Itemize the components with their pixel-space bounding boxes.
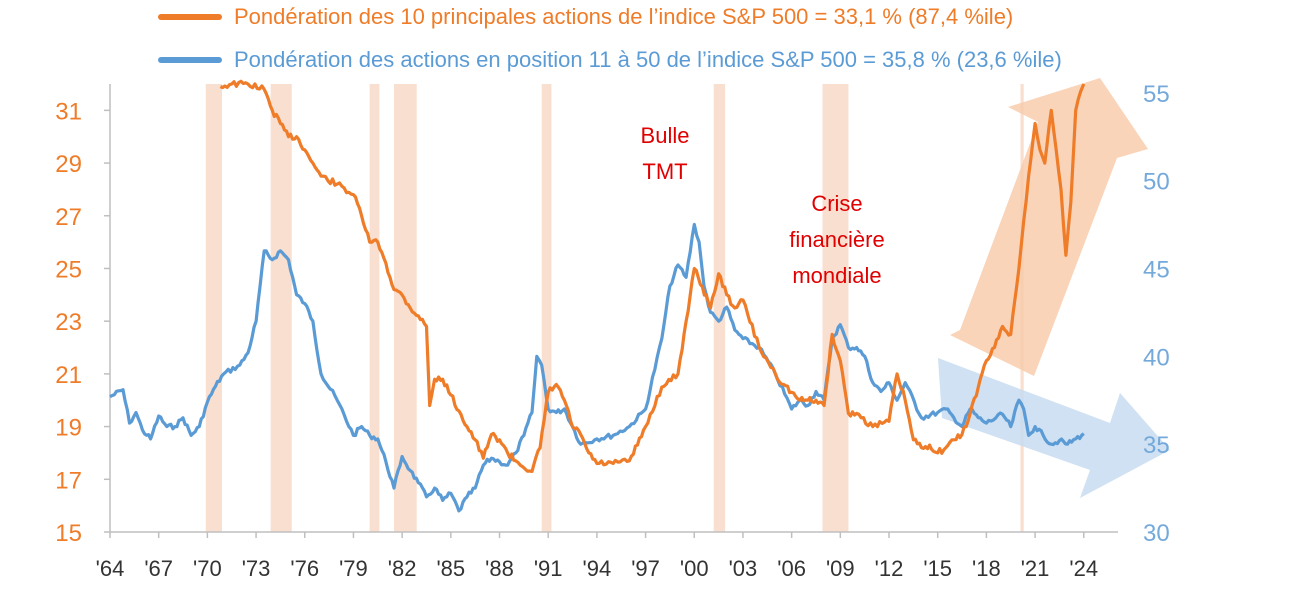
axes [104, 84, 1118, 538]
arrow-down-blue [938, 358, 1170, 498]
series-line-top10 [219, 79, 1086, 473]
x-tick-label: '73 [242, 556, 271, 581]
y-right-tick-label: 45 [1143, 256, 1170, 283]
legend-item-top10: Pondération des 10 principales actions d… [158, 4, 1013, 30]
x-tick-label: '24 [1069, 556, 1098, 581]
arrow-up-orange [950, 78, 1148, 376]
y-right-tick-label: 30 [1143, 520, 1170, 547]
y-right-tick-label: 55 [1143, 81, 1170, 108]
annotations: Bulle TMT Crise financière mondiale [641, 123, 885, 288]
x-tick-label: '12 [875, 556, 904, 581]
x-tick-label: '00 [680, 556, 709, 581]
legend-label-top10: Pondération des 10 principales actions d… [234, 4, 1014, 29]
annotation-financiere: financière [789, 227, 884, 252]
series-lines [109, 79, 1086, 513]
recession-bands [205, 84, 1024, 532]
x-tick-label: '85 [436, 556, 465, 581]
annotation-bulle: Bulle [641, 123, 690, 148]
x-tick-label: '64 [96, 556, 125, 581]
x-tick-label: '82 [388, 556, 417, 581]
x-tick-label: '18 [972, 556, 1001, 581]
y-left-tick-label: 19 [55, 415, 82, 442]
y-left-tick-label: 17 [55, 467, 82, 494]
x-tick-label: '15 [923, 556, 952, 581]
x-tick-label: '70 [193, 556, 222, 581]
x-tick-label: '76 [290, 556, 319, 581]
y-left-tick-label: 29 [55, 151, 82, 178]
y-right-tick-label: 40 [1143, 344, 1170, 371]
tick-labels: 31 29 27 25 23 21 19 17 15 55 50 45 40 35 30 '64 '67 '70 '… [55, 81, 1169, 581]
y-left-tick-label: 25 [55, 256, 82, 283]
x-tick-label: '97 [631, 556, 660, 581]
recession-band-1 [270, 84, 292, 532]
y-right-tick-label: 50 [1143, 169, 1170, 196]
recession-band-0 [205, 84, 222, 532]
x-tick-label: '21 [1021, 556, 1050, 581]
x-tick-label: '88 [485, 556, 514, 581]
legend-swatch-blue [158, 57, 222, 63]
x-tick-label: '03 [729, 556, 758, 581]
x-tick-label: '94 [583, 556, 612, 581]
y-left-tick-label: 31 [55, 98, 82, 125]
recession-band-3 [394, 84, 417, 532]
x-tick-label: '09 [826, 556, 855, 581]
y-right-tick-label: 35 [1143, 432, 1170, 459]
legend-label-11-50: Pondération des actions en position 11 à… [234, 47, 1062, 72]
annotation-tmt: TMT [642, 159, 687, 184]
y-left-tick-label: 15 [55, 520, 82, 547]
annotation-mondiale: mondiale [792, 263, 881, 288]
recession-band-2 [369, 84, 380, 532]
x-tick-label: '79 [339, 556, 368, 581]
recession-band-5 [713, 84, 726, 532]
legend-item-11-50: Pondération des actions en position 11 à… [158, 47, 1062, 73]
y-left-tick-label: 27 [55, 204, 82, 231]
y-left-tick-label: 23 [55, 309, 82, 336]
y-left-tick-label: 21 [55, 362, 82, 389]
recession-band-6 [822, 84, 849, 532]
x-tick-label: '06 [777, 556, 806, 581]
x-tick-label: '91 [534, 556, 563, 581]
series-line-11-50 [109, 222, 1085, 513]
annotation-crise: Crise [811, 191, 862, 216]
legend-swatch-orange [158, 14, 222, 20]
x-tick-label: '67 [144, 556, 173, 581]
trend-arrows [938, 78, 1170, 498]
recession-band-4 [541, 84, 552, 532]
